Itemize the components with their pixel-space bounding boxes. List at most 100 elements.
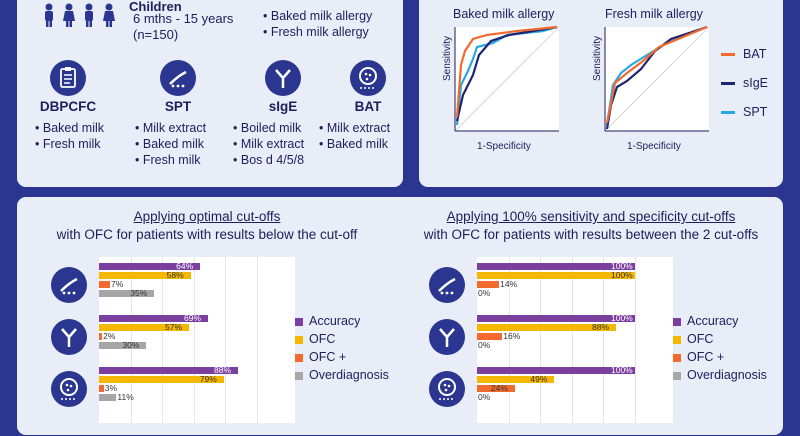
legend-label: Overdiagnosis — [309, 368, 389, 382]
gridline — [225, 257, 227, 423]
bar-bat-accuracy — [477, 367, 635, 374]
bar-label: 58% — [166, 270, 184, 280]
bar-label: 100% — [611, 270, 633, 280]
basophil-icon — [350, 60, 386, 96]
legend-label: OFC — [687, 332, 714, 346]
gridline — [571, 257, 573, 423]
legend-label: OFC — [309, 332, 336, 346]
list-item: • Milk extract — [135, 121, 207, 135]
left-section-title: Applying optimal cut-offs — [133, 209, 281, 224]
bar-label: 57% — [165, 322, 183, 332]
legend-swatch — [673, 318, 681, 326]
bar-label: 0% — [478, 392, 491, 402]
bar-sige-ofc — [477, 324, 617, 331]
dbpcfc-list: • Baked milk • Fresh milk — [35, 120, 104, 152]
bar-chart-optimal: 64% 58% 7% 35% 69% 57% 2% 30% 88% 79% 3% 11% — [99, 257, 295, 423]
legend-label-spt: SPT — [743, 105, 768, 119]
bar-label: 49% — [530, 374, 548, 384]
roc-ylabel-fresh: Sensitivity — [592, 35, 604, 82]
roc-panel: Baked milk allergy Fresh milk allergy Se… — [418, 0, 784, 188]
gridline — [508, 257, 510, 423]
sige-list: • Boiled milk • Milk extract • Bos d 4/5… — [233, 120, 304, 168]
list-item: • Baked milk — [135, 137, 204, 151]
list-item: • Milk extract — [233, 137, 305, 151]
roc-plot-fresh — [604, 25, 710, 132]
bar-spt-accuracy — [477, 263, 635, 270]
list-item: • Fresh milk — [135, 153, 201, 167]
method-name-dbpcfc: DBPCFC — [39, 99, 97, 114]
gridline — [193, 257, 195, 423]
bar-label: 100% — [611, 261, 633, 271]
gridline — [635, 257, 636, 423]
list-item: • Bos d 4/5/8 — [233, 153, 305, 167]
bar-label: 11% — [117, 392, 134, 402]
bar-label: 0% — [478, 288, 491, 298]
bar-spt-accuracy — [99, 263, 201, 270]
basophil-icon — [429, 371, 465, 407]
bar-sige-ofc — [477, 333, 503, 340]
bar-sige-ofc — [99, 324, 190, 331]
legend-label-sige: sIgE — [743, 76, 769, 90]
bar-label: 69% — [184, 313, 202, 323]
method-name-spt: SPT — [164, 99, 192, 114]
list-item: • Baked milk — [35, 121, 104, 135]
legend-swatch — [295, 318, 303, 326]
bar-sige-ofc — [99, 333, 103, 340]
gridline — [130, 257, 132, 423]
bar-bat-ofc — [477, 385, 515, 392]
legend-swatch — [673, 354, 681, 362]
roc-ylabel-baked: Sensitivity — [442, 35, 454, 82]
bar-label: 64% — [176, 261, 194, 271]
bar-label: 24% — [490, 383, 508, 393]
bar-label: 30% — [122, 340, 140, 350]
outcome-fresh: • Fresh milk allergy — [263, 25, 369, 39]
method-name-sige: sIgE — [268, 99, 298, 114]
bar-bat-ofc — [477, 376, 555, 383]
children-icon — [45, 3, 115, 27]
method-name-bat: BAT — [354, 99, 382, 114]
bar-label: 0% — [478, 340, 491, 350]
bar-label: 88% — [214, 365, 232, 375]
outcome-fresh-label: Fresh milk allergy — [270, 25, 369, 39]
legend-swatch — [673, 372, 681, 380]
skin-prick-icon — [51, 267, 87, 303]
bar-bat-ofc — [99, 385, 104, 392]
gridline — [257, 257, 258, 423]
bat-list: • Milk extract • Baked milk — [319, 120, 390, 152]
gridline — [162, 257, 164, 423]
bar-sige-accuracy — [99, 315, 209, 322]
bar-label: 3% — [104, 383, 118, 393]
bar-label: 14% — [500, 279, 518, 289]
legend-label: Accuracy — [309, 314, 361, 328]
bar-label: 79% — [199, 374, 217, 384]
outcome-baked-label: Baked milk allergy — [270, 9, 373, 23]
list-item: • Boiled milk — [233, 121, 302, 135]
legend-swatch-bat — [721, 53, 735, 56]
roc-title-baked: Baked milk allergy — [453, 7, 555, 21]
bar-label: 16% — [503, 331, 521, 341]
left-section-subtitle: with OFC for patients with results below… — [56, 227, 358, 242]
bar-spt-ofc — [477, 281, 500, 288]
bar-label: 7% — [111, 279, 124, 289]
antibody-icon — [429, 319, 465, 355]
spt-list: • Milk extract • Baked milk • Fresh milk — [135, 120, 206, 168]
gridline — [540, 257, 542, 423]
bar-bat-ofc — [99, 376, 224, 383]
bar-label: 100% — [611, 313, 633, 323]
right-section-subtitle: with OFC for patients with results betwe… — [423, 227, 759, 242]
legend-swatch-sige — [721, 82, 735, 85]
bar-bat-overdiagnosis — [99, 394, 117, 401]
roc-xlabel-baked: 1-Specificity — [477, 141, 531, 152]
population-age: 6 mths - 15 years — [133, 11, 234, 26]
gridline — [603, 257, 605, 423]
legend-swatch — [673, 336, 681, 344]
bar-label: 100% — [611, 365, 633, 375]
bar-sige-accuracy — [477, 315, 635, 322]
bar-sige-overdiagnosis — [99, 342, 147, 349]
list-item: • Baked milk — [319, 137, 388, 151]
roc-plot-baked — [454, 25, 560, 132]
legend-swatch — [295, 336, 303, 344]
population-heading: Children — [129, 0, 182, 14]
list-item: • Milk extract — [319, 121, 391, 135]
bar-label: 88% — [592, 322, 610, 332]
